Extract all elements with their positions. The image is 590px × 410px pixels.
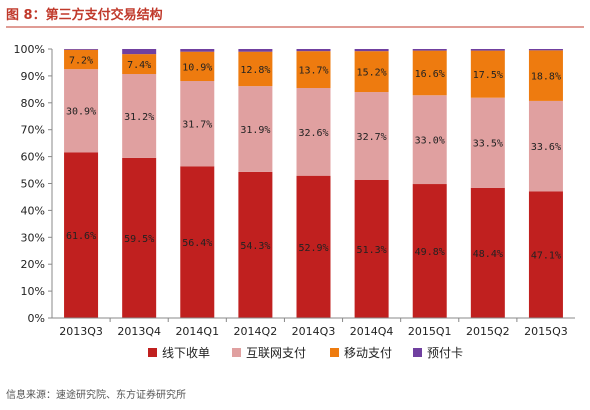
data-label: 7.4% — [127, 60, 151, 71]
y-tick-label: 10% — [21, 285, 45, 298]
data-label: 12.8% — [240, 65, 270, 76]
data-label: 17.5% — [473, 70, 503, 81]
legend-swatch — [232, 348, 241, 357]
bar-segment-0 — [354, 180, 389, 318]
chart-title: 图 8：第三方支付交易结构 — [6, 7, 163, 23]
bar-segment-1 — [354, 92, 389, 181]
y-tick-label: 40% — [21, 204, 45, 217]
x-tick-label: 2015Q1 — [408, 325, 452, 338]
legend: 线下收单 互联网支付 移动支付 预付卡 — [148, 346, 463, 360]
bar-segment-1 — [296, 88, 331, 176]
data-label: 33.0% — [415, 136, 445, 147]
x-tick-label: 2014Q1 — [175, 325, 219, 338]
data-label: 33.5% — [473, 139, 503, 150]
bar-segment-2 — [354, 51, 389, 93]
legend-label: 预付卡 — [427, 346, 463, 360]
bar-segment-0 — [122, 157, 157, 318]
bar-segment-3 — [354, 49, 389, 52]
bar-segment-0 — [180, 166, 215, 318]
legend-label: 线下收单 — [162, 346, 210, 360]
data-label: 32.6% — [298, 128, 328, 139]
data-label: 48.4% — [473, 249, 503, 260]
data-label: 51.3% — [357, 245, 387, 256]
data-label: 31.2% — [124, 112, 154, 123]
bar-segment-1 — [64, 69, 99, 153]
bar-segment-3 — [180, 49, 215, 52]
x-tick-label: 2013Q4 — [117, 325, 161, 338]
data-label: 56.4% — [182, 238, 212, 249]
legend-swatch — [148, 348, 157, 357]
data-label: 52.9% — [298, 243, 328, 254]
bar-segment-2 — [470, 50, 505, 98]
x-tick-label: 2015Q2 — [466, 325, 510, 338]
y-tick-label: 60% — [21, 151, 45, 164]
bar-segment-3 — [412, 49, 447, 51]
bar-segment-2 — [122, 54, 157, 75]
data-label: 59.5% — [124, 234, 154, 245]
bar-segment-0 — [412, 184, 447, 318]
data-label: 54.3% — [240, 241, 270, 252]
data-label: 30.9% — [66, 107, 96, 118]
data-label: 15.2% — [357, 68, 387, 79]
bar-segment-3 — [296, 49, 331, 52]
data-label: 61.6% — [66, 231, 96, 242]
data-label: 10.9% — [182, 62, 212, 73]
bar-segment-1 — [180, 81, 215, 167]
bar-segment-2 — [180, 51, 215, 82]
bar-segment-2 — [238, 51, 273, 87]
bar-segment-0 — [64, 152, 99, 318]
bar-segment-2 — [528, 50, 563, 101]
data-label: 13.7% — [298, 66, 328, 77]
bar-segment-0 — [296, 175, 331, 318]
y-axis: 0% 10% 20% 30% 40% 50% 60% 70% 80% 90% 100% — [14, 43, 53, 325]
x-tick-label: 2013Q3 — [59, 325, 103, 338]
bar-segment-0 — [238, 171, 273, 318]
data-label: 33.6% — [531, 142, 561, 153]
y-tick-label: 100% — [14, 43, 45, 56]
x-tick-label: 2014Q2 — [234, 325, 278, 338]
bar-segment-3 — [528, 49, 563, 51]
bar-segment-1 — [528, 100, 563, 192]
legend-label: 移动支付 — [344, 346, 392, 360]
bar-segment-3 — [64, 49, 99, 50]
data-label: 31.9% — [240, 125, 270, 136]
bar-segment-1 — [470, 97, 505, 188]
bar-segment-1 — [412, 95, 447, 185]
x-tick-label: 2015Q3 — [524, 325, 568, 338]
data-label: 49.8% — [415, 247, 445, 258]
bar-segment-3 — [122, 49, 157, 55]
bar-segment-1 — [238, 86, 273, 172]
legend-swatch — [413, 348, 422, 357]
bar-segment-0 — [528, 191, 563, 318]
y-tick-label: 50% — [21, 178, 45, 191]
data-label: 31.7% — [182, 120, 212, 131]
source-note: 信息来源：速途研究院、东方证券研究所 — [6, 388, 186, 401]
x-tick-label: 2014Q4 — [350, 325, 394, 338]
x-axis: 2013Q3 2013Q4 2014Q1 2014Q2 2014Q3 2014Q4 2015… — [52, 317, 575, 338]
data-label: 18.8% — [531, 72, 561, 83]
y-tick-label: 20% — [21, 258, 45, 271]
y-tick-label: 90% — [21, 70, 45, 83]
legend-label: 互联网支付 — [246, 346, 306, 360]
y-tick-label: 70% — [21, 124, 45, 137]
bar-segment-1 — [122, 74, 157, 158]
data-label: 47.1% — [531, 251, 561, 262]
bar-segment-3 — [238, 49, 273, 52]
data-label: 32.7% — [357, 132, 387, 143]
legend-swatch — [330, 348, 339, 357]
data-label: 7.2% — [69, 55, 93, 66]
x-tick-label: 2014Q3 — [292, 325, 336, 338]
y-tick-label: 80% — [21, 97, 45, 110]
y-tick-label: 30% — [21, 231, 45, 244]
bars: 61.6% 30.9% 7.2% 59.5% 31.2% 7.4% 56.4% 31.7% 10… — [64, 49, 563, 318]
bar-segment-2 — [296, 51, 331, 89]
bar-segment-2 — [64, 49, 99, 70]
y-tick-label: 0% — [28, 312, 45, 325]
data-label: 16.6% — [415, 69, 445, 80]
bar-segment-2 — [412, 50, 447, 96]
bar-segment-0 — [470, 187, 505, 318]
bar-segment-3 — [470, 49, 505, 51]
